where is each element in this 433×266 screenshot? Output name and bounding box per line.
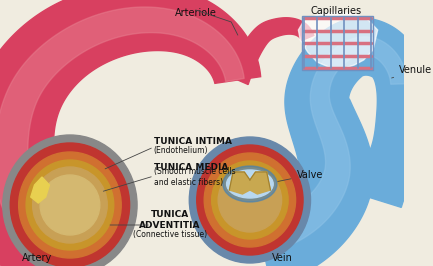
Ellipse shape (226, 170, 273, 198)
Text: Capillaries: Capillaries (310, 6, 361, 16)
Text: (Endothelium): (Endothelium) (154, 146, 208, 155)
Polygon shape (31, 177, 49, 203)
Polygon shape (251, 18, 427, 266)
Ellipse shape (189, 137, 310, 263)
Text: TUNICA
ADVENTITIA: TUNICA ADVENTITIA (139, 210, 200, 230)
Text: Artery: Artery (22, 253, 52, 263)
Ellipse shape (40, 175, 100, 235)
Text: Venule: Venule (391, 65, 432, 78)
Ellipse shape (197, 145, 303, 255)
Ellipse shape (212, 161, 288, 239)
Text: TUNICA MEDIA: TUNICA MEDIA (154, 164, 228, 172)
Polygon shape (262, 37, 407, 253)
Ellipse shape (26, 160, 114, 250)
Text: Vein: Vein (272, 253, 293, 263)
Text: Arteriole: Arteriole (175, 8, 217, 18)
Polygon shape (227, 18, 314, 85)
Text: TUNICA INTIMA: TUNICA INTIMA (154, 138, 232, 147)
Polygon shape (0, 7, 244, 247)
Text: (Smooth muscle cells
and elastic fibers): (Smooth muscle cells and elastic fibers) (154, 167, 236, 187)
Ellipse shape (223, 166, 277, 202)
Ellipse shape (10, 143, 129, 266)
Ellipse shape (32, 167, 107, 243)
Polygon shape (0, 0, 261, 266)
Ellipse shape (218, 168, 281, 232)
Ellipse shape (204, 153, 296, 247)
Ellipse shape (19, 152, 121, 258)
Text: Valve: Valve (278, 170, 323, 181)
Polygon shape (229, 172, 250, 194)
Polygon shape (250, 172, 271, 194)
Text: (Connective tissue): (Connective tissue) (132, 231, 207, 239)
Ellipse shape (3, 135, 137, 266)
Polygon shape (298, 12, 378, 68)
